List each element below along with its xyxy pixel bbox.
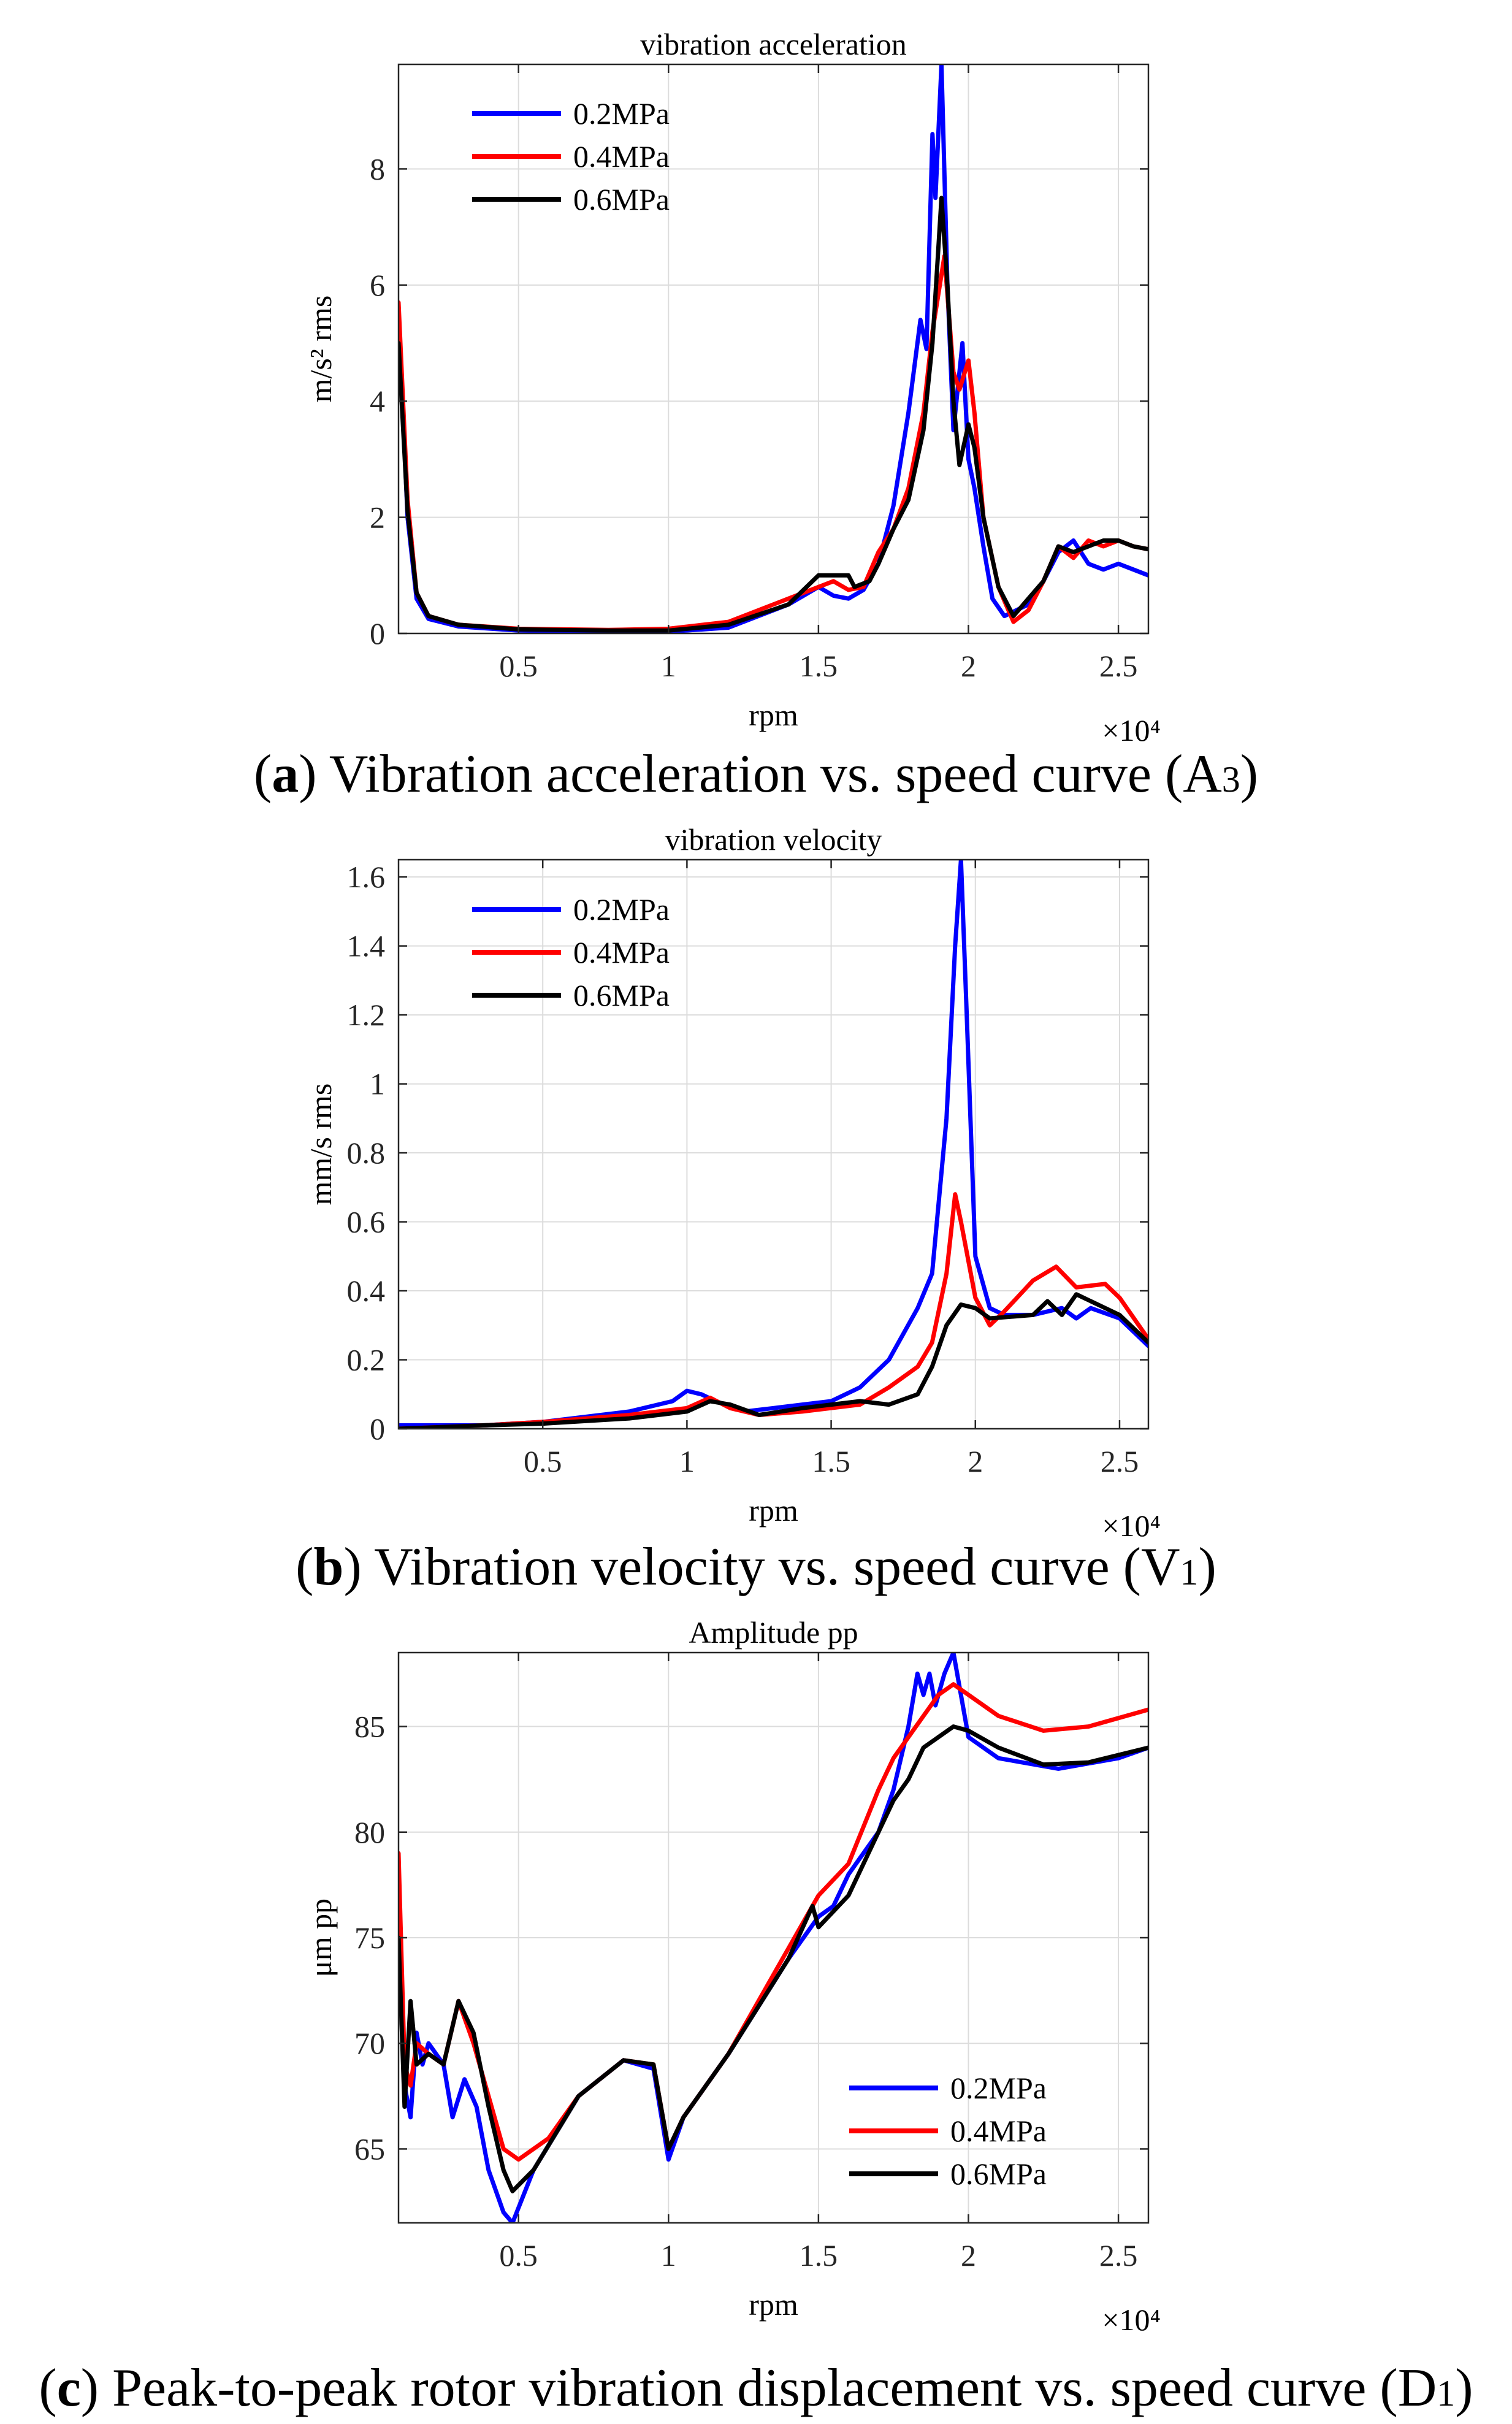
series-line-0.6MPa bbox=[399, 1724, 1148, 2193]
legend: 0.2MPa 0.4MPa 0.6MPa bbox=[472, 96, 670, 216]
y-tick-label: 0 bbox=[370, 616, 385, 651]
legend-label: 0.4MPa bbox=[950, 2114, 1047, 2148]
chart-1: 0.5 1 1.5 2 2.5 0 0.2 0.4 0.6 0.8 1 1.2 1.4 1.6 vibrat… bbox=[304, 822, 1161, 1543]
legend: 0.2MPa 0.4MPa 0.6MPa bbox=[472, 892, 670, 1012]
legend-label: 0.2MPa bbox=[573, 892, 670, 927]
chart-title: vibration acceleration bbox=[640, 27, 907, 61]
legend-label: 0.4MPa bbox=[573, 139, 670, 174]
legend-label: 0.6MPa bbox=[573, 978, 670, 1012]
series-line-0.4MPa bbox=[399, 1192, 1148, 1429]
x-tick-label: 2.5 bbox=[1101, 1444, 1139, 1478]
legend-label: 0.6MPa bbox=[573, 182, 670, 216]
caption-a-sub: 3 bbox=[1221, 759, 1240, 800]
x-tick-label: 2 bbox=[968, 1444, 983, 1478]
y-axis-label: mm/s rms bbox=[304, 1084, 338, 1206]
y-tick-label: 70 bbox=[354, 2026, 385, 2060]
x-tick-label: 0.5 bbox=[499, 2238, 538, 2273]
x-tick-label: 1.5 bbox=[812, 1444, 850, 1478]
caption-b-sub: 1 bbox=[1180, 1552, 1199, 1592]
chart-title: Amplitude pp bbox=[689, 1615, 858, 1650]
axes-box bbox=[397, 858, 1150, 1430]
x-tick-label: 0.5 bbox=[524, 1444, 562, 1478]
y-tick-label: 85 bbox=[354, 1710, 385, 1744]
y-tick-label: 1 bbox=[370, 1067, 385, 1101]
series-line-0.6MPa bbox=[399, 1292, 1148, 1429]
x-tick-label: 2 bbox=[961, 2238, 976, 2273]
x-axis-label: rpm bbox=[749, 698, 798, 732]
series-line-0.2MPa bbox=[399, 860, 1148, 1428]
plot-area bbox=[399, 860, 1148, 1429]
series-line-0.6MPa bbox=[399, 196, 1148, 633]
y-tick-label: 4 bbox=[370, 384, 385, 418]
y-tick-label: 0.4 bbox=[347, 1274, 386, 1308]
caption-a: (a) Vibration acceleration vs. speed cur… bbox=[253, 744, 1259, 804]
y-tick-label: 1.4 bbox=[347, 929, 386, 963]
y-axis-label: μm pp bbox=[304, 1898, 338, 1977]
x-axis-label: rpm bbox=[749, 2287, 798, 2322]
x-tick-label: 1 bbox=[679, 1444, 695, 1478]
legend-label: 0.2MPa bbox=[950, 2071, 1047, 2105]
caption-a-text: Vibration acceleration vs. speed curve (… bbox=[316, 744, 1222, 804]
y-tick-label: 0.6 bbox=[347, 1205, 386, 1239]
legend-label: 0.6MPa bbox=[950, 2157, 1047, 2191]
x-multiplier: ×10⁴ bbox=[1102, 713, 1161, 747]
y-tick-label: 1.2 bbox=[347, 998, 386, 1032]
x-multiplier: ×10⁴ bbox=[1102, 2303, 1161, 2337]
x-tick-label: 1.5 bbox=[800, 2238, 838, 2273]
y-tick-label: 2 bbox=[370, 500, 385, 535]
legend-label: 0.2MPa bbox=[573, 96, 670, 131]
caption-b-letter: b bbox=[313, 1537, 344, 1597]
plot-area bbox=[399, 64, 1148, 633]
legend: 0.2MPa 0.4MPa 0.6MPa bbox=[849, 2071, 1047, 2191]
y-tick-label: 1.6 bbox=[347, 860, 386, 894]
x-tick-label: 1 bbox=[661, 2238, 676, 2273]
caption-b-end: ) bbox=[1198, 1537, 1216, 1597]
y-tick-label: 6 bbox=[370, 268, 385, 302]
chart-0: 0.5 1 1.5 2 2.5 0 2 4 6 8 vibration acceleration rp… bbox=[304, 27, 1161, 747]
y-tick-label: 0.8 bbox=[347, 1136, 386, 1170]
y-axis-label: m/s² rms bbox=[304, 296, 338, 403]
caption-b-text: Vibration velocity vs. speed curve (V bbox=[361, 1537, 1180, 1597]
legend-label: 0.4MPa bbox=[573, 935, 670, 969]
y-tick-label: 0 bbox=[370, 1412, 385, 1446]
axes-box bbox=[397, 63, 1150, 635]
y-tick-label: 8 bbox=[370, 151, 385, 186]
caption-c-letter: c bbox=[56, 2358, 81, 2418]
x-tick-label: 0.5 bbox=[499, 649, 538, 683]
caption-a-end: ) bbox=[1240, 744, 1259, 804]
chart-title: vibration velocity bbox=[665, 822, 882, 857]
x-tick-label: 1.5 bbox=[800, 649, 838, 683]
x-tick-label: 2.5 bbox=[1099, 649, 1138, 683]
y-tick-label: 65 bbox=[354, 2132, 385, 2166]
caption-c: (c) Peak-to-peak rotor vibration displac… bbox=[39, 2358, 1473, 2418]
caption-a-letter: a bbox=[272, 744, 299, 804]
y-tick-label: 75 bbox=[354, 1921, 385, 1955]
x-tick-label: 1 bbox=[661, 649, 676, 683]
x-multiplier: ×10⁴ bbox=[1102, 1508, 1161, 1543]
chart-2: 0.5 1 1.5 2 2.5 65 70 75 80 85 Amplitude pp rpm ×10⁴… bbox=[304, 1615, 1161, 2337]
caption-c-end: ) bbox=[1455, 2358, 1473, 2418]
caption-c-text: Peak-to-peak rotor vibration displacemen… bbox=[99, 2358, 1437, 2418]
y-tick-label: 80 bbox=[354, 1815, 385, 1849]
y-tick-label: 0.2 bbox=[347, 1343, 386, 1377]
caption-c-sub: 1 bbox=[1437, 2373, 1456, 2414]
x-axis-label: rpm bbox=[749, 1493, 798, 1527]
caption-b: (b) Vibration velocity vs. speed curve (… bbox=[296, 1537, 1216, 1597]
x-tick-label: 2 bbox=[961, 649, 976, 683]
x-tick-label: 2.5 bbox=[1099, 2238, 1138, 2273]
